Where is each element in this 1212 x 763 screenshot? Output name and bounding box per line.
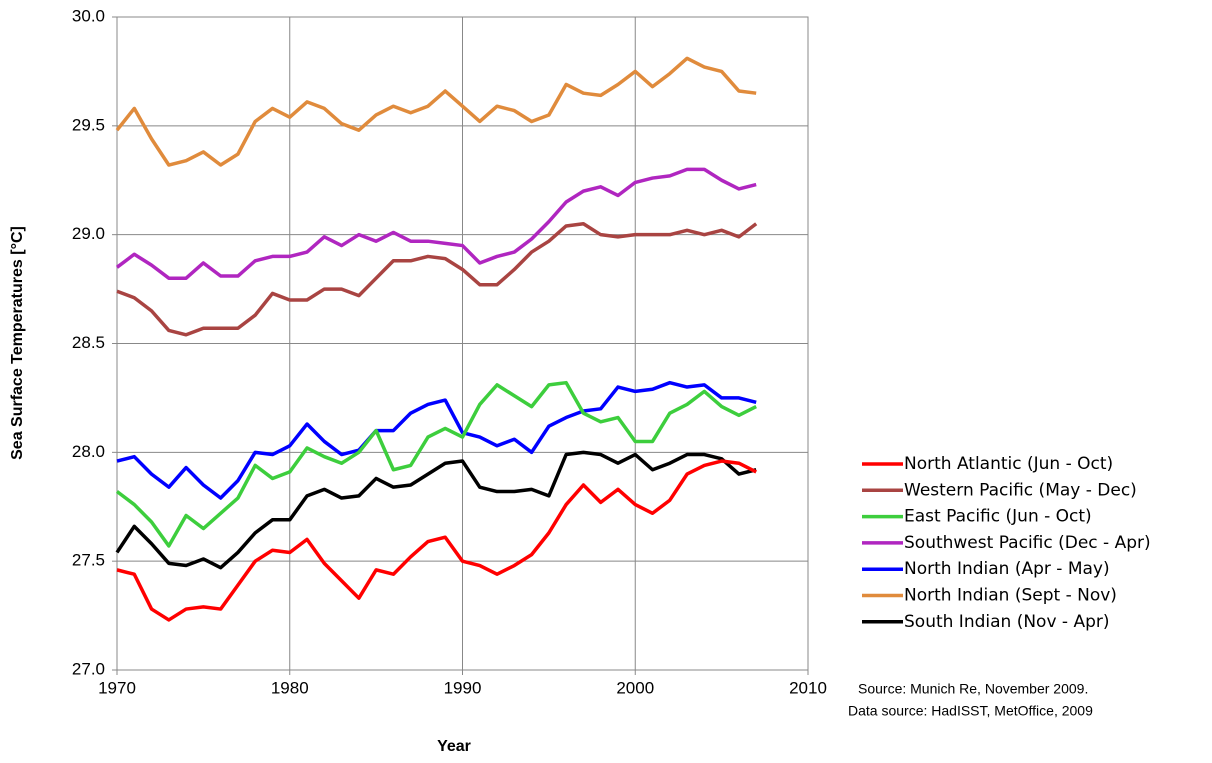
series-line [115,450,757,570]
series-line [115,56,757,167]
series-line [116,222,758,337]
legend-label: North Indian (Apr - May) [904,559,1110,579]
plot-border [116,16,809,671]
y-tick-label: 28.5 [72,333,105,352]
x-tick-label: 1990 [444,678,482,697]
series-line [116,459,757,622]
x-tick-label: 1980 [271,678,309,697]
source-note: Data source: HadISST, MetOffice, 2009 [848,703,1093,719]
legend-label: South Indian (Nov - Apr) [904,612,1110,632]
legend-label: North Atlantic (Jun - Oct) [904,454,1113,474]
series-line [115,167,757,280]
legend-label: East Pacific (Jun - Oct) [904,507,1092,527]
y-tick-label: 28.0 [72,442,105,461]
y-tick-label: 27.0 [72,659,105,678]
y-axis-title: Sea Surface Temperatures [°C] [9,226,26,460]
series-line [115,380,757,548]
y-tick-label: 29.5 [72,115,105,134]
x-tick-label: 1970 [98,678,136,697]
legend-label: Western Pacific (May - Dec) [904,480,1137,500]
x-tick-label: 2010 [789,678,827,697]
x-axis-title: Year [437,738,471,755]
legend-label: Southwest Pacific (Dec - Apr) [904,533,1151,553]
y-tick-label: 30.0 [72,6,105,25]
legend-label: North Indian (Sept - Nov) [904,586,1117,606]
source-note: Source: Munich Re, November 2009. [858,681,1088,697]
y-tick-label: 29.0 [72,224,105,243]
x-tick-label: 2000 [616,678,654,697]
y-tick-label: 27.5 [72,551,105,570]
series-line [116,380,757,500]
